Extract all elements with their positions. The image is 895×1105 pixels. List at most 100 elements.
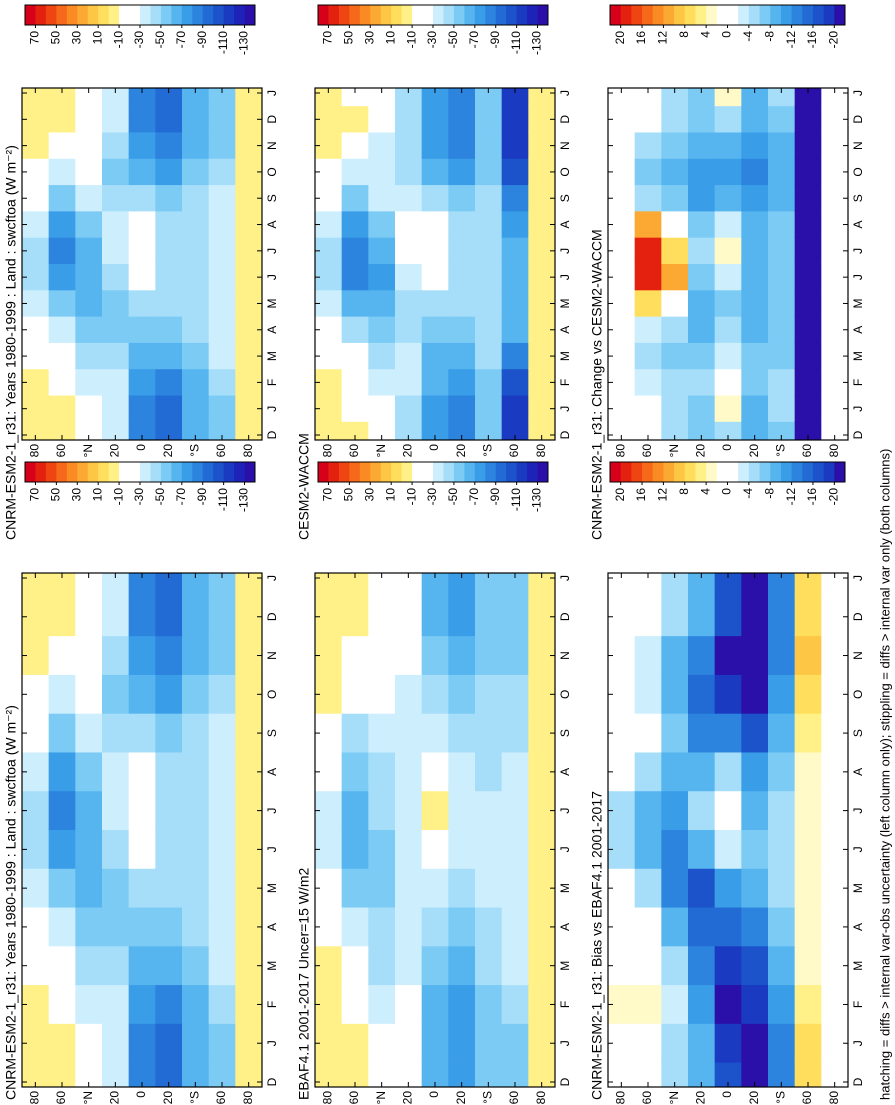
field-cell	[475, 1062, 503, 1087]
field-cell	[661, 316, 689, 343]
field-cell	[182, 368, 210, 396]
field-cell	[128, 421, 156, 440]
field-cell	[368, 829, 396, 869]
field-cell	[235, 237, 262, 264]
field-cell	[634, 1062, 662, 1087]
field-cell	[448, 751, 476, 792]
colorbar-bin	[834, 462, 846, 482]
field-cell	[688, 105, 716, 133]
field-cell	[768, 421, 796, 440]
field-cell	[768, 1062, 796, 1087]
field-cell	[208, 984, 236, 1024]
field-cell	[608, 237, 636, 264]
field-cell	[741, 184, 769, 212]
field-cell	[368, 674, 396, 714]
colorbar-label: 10	[383, 31, 397, 45]
colorbar-label: -90	[488, 31, 502, 49]
field-cell	[501, 105, 529, 133]
field-cell	[794, 263, 822, 291]
field-cell	[661, 790, 689, 830]
field-cell	[155, 263, 183, 291]
colorbar-bin	[129, 462, 141, 482]
field-cell	[768, 868, 796, 908]
field-cell	[688, 829, 716, 869]
field-cell	[235, 713, 262, 753]
field-cell	[421, 158, 449, 186]
y-tick-label: 20	[108, 444, 122, 458]
colorbar-bin	[422, 462, 434, 482]
x-tick-label: F	[558, 1001, 572, 1008]
colorbar-bin	[610, 5, 622, 25]
colorbar-bin	[620, 462, 632, 482]
colorbar-bin	[802, 5, 814, 25]
field-cell	[714, 906, 742, 947]
field-cell	[315, 1062, 343, 1087]
field-cell	[821, 868, 848, 908]
field-cell	[22, 210, 50, 238]
field-cell	[22, 158, 50, 186]
colorbar-bin	[684, 5, 696, 25]
field-cell	[821, 906, 848, 947]
panel: CNRM-ESM2-1_r31: Bias vs EBAF4.1 2001-20…	[589, 461, 865, 1105]
field-cell	[368, 394, 396, 422]
field-cell	[208, 713, 236, 753]
field-cell	[341, 368, 369, 396]
field-cell	[608, 906, 636, 947]
field-cell	[714, 635, 742, 675]
field-cell	[661, 210, 689, 238]
field-cell	[794, 342, 822, 370]
colorbar-label: -130	[530, 31, 544, 55]
colorbar-label: -10	[404, 488, 418, 506]
colorbar-bin	[823, 5, 835, 25]
colorbar-bin	[370, 5, 382, 25]
field-cell	[688, 131, 716, 159]
field-cell	[128, 945, 156, 986]
field-cell	[634, 210, 662, 238]
field-cell	[208, 635, 236, 675]
field-cell	[768, 984, 796, 1024]
field-cell	[821, 316, 848, 343]
field-cell	[182, 868, 210, 908]
field-cell	[794, 1062, 822, 1087]
field-cell	[661, 131, 689, 159]
field-cell	[128, 829, 156, 869]
field-cell	[421, 635, 449, 675]
field-cell	[741, 289, 769, 317]
field-cell	[714, 237, 742, 264]
y-tick-label: 0	[720, 444, 734, 451]
field-cell	[794, 868, 822, 908]
field-cell	[395, 289, 423, 317]
field-cell	[155, 751, 183, 792]
field-cell	[741, 210, 769, 238]
field-cell	[688, 158, 716, 186]
field-cell	[75, 263, 103, 291]
field-cell	[634, 596, 662, 637]
field-cell	[794, 751, 822, 792]
y-tick-label: 20	[747, 1091, 761, 1105]
y-tick-label: 60	[640, 444, 654, 458]
field-cell	[235, 596, 262, 637]
y-tick-label: 80	[321, 1091, 335, 1105]
field-cell	[661, 713, 689, 753]
field-cell	[155, 1023, 183, 1063]
x-tick-label: J	[265, 846, 279, 852]
x-tick-label: M	[851, 961, 865, 971]
field-cell	[528, 945, 555, 986]
panel: CNRM-ESM2-1_r31: Change vs CESM2-WACCM D J…	[589, 4, 865, 540]
y-tick-label: 80	[534, 1091, 548, 1105]
field-cell	[421, 131, 449, 159]
field-cell	[102, 105, 130, 133]
y-tick-label: 80	[241, 444, 255, 458]
panel-title: CESM2-WACCM	[296, 433, 312, 540]
field-cell	[448, 421, 476, 440]
field-cell	[208, 158, 236, 186]
field-cell	[235, 906, 262, 947]
field-cell	[475, 289, 503, 317]
field-cell	[768, 210, 796, 238]
colorbar-label: -10	[404, 31, 418, 49]
field-cell	[155, 237, 183, 264]
field-cell	[368, 263, 396, 291]
field-cell	[501, 394, 529, 422]
field-cell	[102, 945, 130, 986]
